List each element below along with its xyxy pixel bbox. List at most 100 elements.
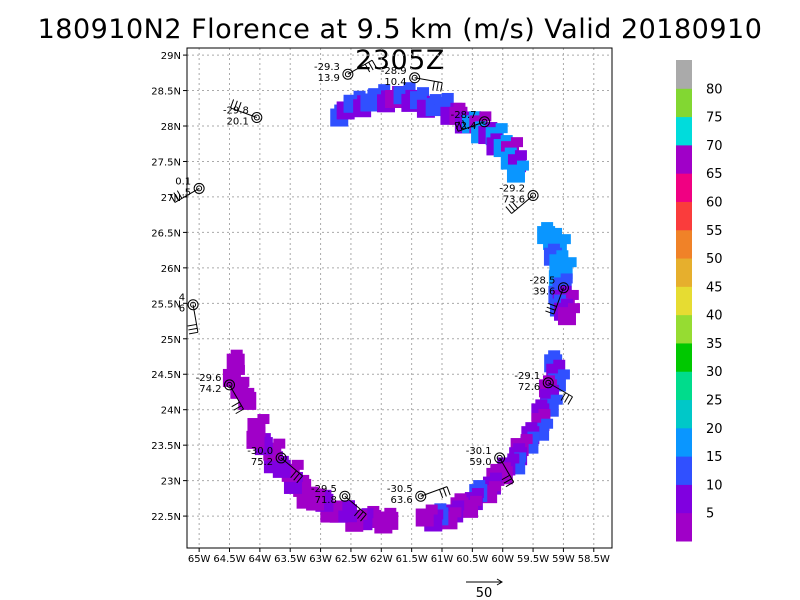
sonde-station: -30.075.2 (247, 446, 303, 484)
wind-barb-flag (508, 203, 516, 212)
colorbar-swatch (676, 512, 692, 542)
wind-barb-flag (230, 99, 235, 109)
wind-barb-flag (458, 121, 463, 131)
wind-barb-staff (347, 59, 373, 75)
wind-barb-staff (229, 384, 244, 410)
station-ring (339, 490, 351, 502)
radar-cell (527, 431, 540, 442)
station-ring-inner (530, 192, 537, 199)
radar-cell (237, 376, 250, 387)
wind-barb-staff (280, 457, 303, 477)
colorbar-swatch (676, 116, 692, 146)
station-ring (557, 282, 569, 294)
radar-cell (550, 394, 563, 405)
radar-cell (541, 418, 554, 429)
wind-barb-flag (188, 327, 198, 331)
sonde-station: 46 (179, 293, 199, 335)
station-value-bottom: 73.6 (503, 195, 525, 206)
x-tick-label: 59W (552, 554, 575, 565)
station-ring-inner (196, 185, 203, 192)
colorbar-swatch (676, 286, 692, 316)
radar-cell (355, 509, 368, 520)
axis-ticks: 65W 64.5W 64W 63.5W 63W 62.5W 62W 61.5W 61W 60.5W… (151, 51, 610, 565)
y-tick-label: 26N (161, 264, 181, 275)
station-ring-inner (344, 71, 351, 78)
x-tick-label: 62.5W (335, 554, 367, 565)
radar-cell (490, 133, 503, 144)
colorbar-label: 75 (706, 111, 723, 126)
colorbar-label: 60 (706, 195, 723, 210)
wind-barb-flag (567, 396, 573, 405)
sonde-station: -28.910.4 (381, 66, 443, 92)
radar-cell (452, 500, 465, 511)
radar-cell (258, 433, 271, 444)
wind-barb-flag (231, 401, 240, 408)
colorbar-label: 80 (706, 82, 723, 97)
radar-cell (557, 369, 570, 380)
wind-barb-flag (511, 201, 519, 209)
station-value-top: 4 (179, 293, 185, 304)
wind-barb-staff (511, 195, 534, 214)
wind-barb-flag (454, 122, 459, 132)
radar-cell (313, 488, 326, 499)
radar-cell (504, 147, 517, 158)
radar-cell (403, 82, 416, 93)
station-value-bottom: 13.9 (318, 73, 340, 84)
radar-cell (566, 289, 579, 300)
x-tick-label: 61W (431, 554, 454, 565)
chart-title: 180910N2 Florence at 9.5 km (m/s) Valid … (37, 14, 763, 76)
y-tick-label: 28N (161, 122, 181, 133)
wind-barb-flag (546, 306, 556, 311)
station-ring-inner (341, 493, 348, 500)
station-ring (224, 379, 235, 391)
sonde-station: -29.674.2 (196, 373, 244, 415)
colorbar: 5 10 15 20 25 30 35 40 45 50 55 60 65 70 75 80 (676, 60, 723, 542)
radar-cell (560, 298, 573, 309)
station-ring (479, 116, 490, 128)
station-ring (342, 68, 354, 80)
wind-barb-staff (553, 287, 564, 315)
station-ring (187, 299, 199, 311)
radar-cell (538, 409, 551, 420)
colorbar-swatch (676, 60, 692, 89)
station-value-bottom: 71.8 (315, 495, 337, 506)
wind-barb-flag (290, 470, 297, 479)
radar-cell (473, 480, 486, 491)
colorbar-swatch (676, 314, 692, 344)
wind-barb-flag (501, 474, 510, 481)
radar-cell (500, 135, 513, 146)
station-ring (415, 490, 427, 502)
x-tick-label: 59.5W (517, 554, 549, 565)
radar-cell (453, 102, 466, 113)
sonde-station: -30.563.6 (387, 484, 451, 506)
y-tick-label: 25.5N (151, 299, 181, 310)
wind-barb-flag (439, 489, 444, 499)
sonde-station: -29.820.1 (223, 99, 263, 128)
sonde-station: -28.772.4 (451, 110, 490, 132)
reference-vector-label: 50 (476, 586, 493, 600)
x-tick-label: 63W (309, 554, 332, 565)
radar-cell (516, 160, 529, 171)
radar-cell (567, 303, 580, 314)
colorbar-label: 65 (706, 167, 723, 182)
radar-cell (489, 472, 502, 483)
station-ring-inner (560, 284, 567, 291)
radar-cell (381, 511, 394, 522)
x-tick-label: 65W (188, 554, 211, 565)
station-value-bottom: 72.4 (454, 121, 476, 132)
colorbar-label: 15 (706, 450, 723, 465)
wind-barb-flag (436, 81, 439, 91)
radar-cell (297, 474, 310, 485)
radar-cell (553, 359, 566, 370)
station-ring-inner (417, 493, 424, 500)
station-value-bottom: 59.0 (469, 457, 491, 468)
station-value-bottom: .5 (182, 187, 192, 198)
wind-barb-flag (354, 508, 361, 517)
station-value-top: -28.5 (530, 276, 556, 287)
grid-lines (187, 48, 612, 548)
station-value-top: -30.1 (466, 446, 492, 457)
wind-barb-flag (440, 82, 443, 92)
wind-barb-flag (296, 475, 303, 484)
station-value-bottom: 6 (179, 304, 185, 315)
radar-cell (559, 285, 572, 296)
